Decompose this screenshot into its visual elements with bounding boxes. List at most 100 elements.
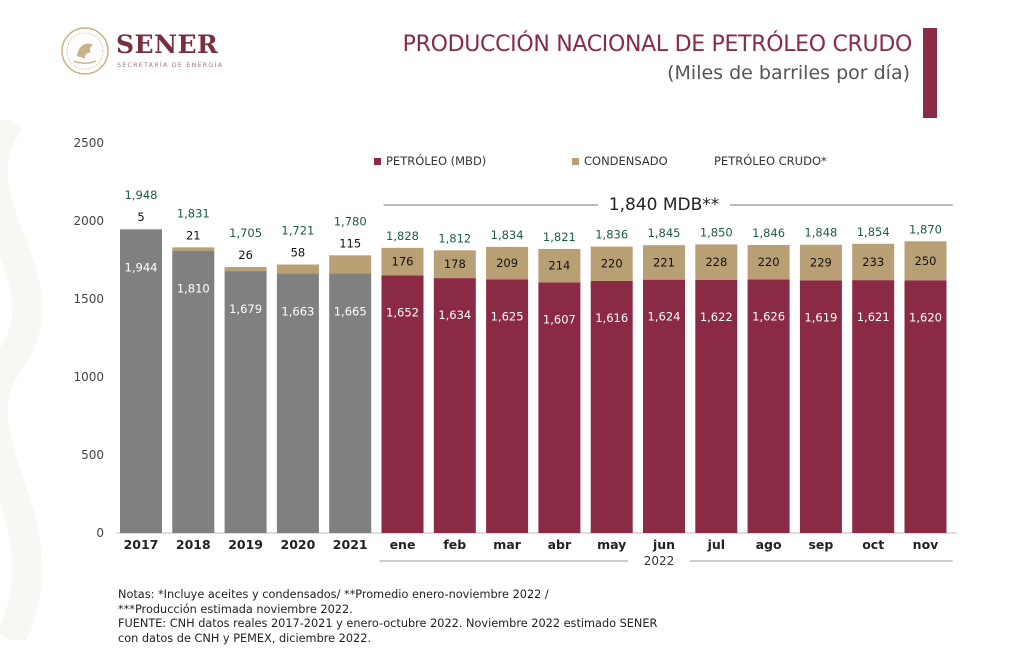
bar-label-petroleo: 1,624 [648, 310, 681, 324]
background-watermark [0, 120, 43, 640]
bar-petroleo [486, 279, 529, 533]
bar-label-condensado: 228 [705, 255, 727, 269]
note-line: ***Producción estimada noviembre 2022. [118, 602, 353, 616]
bar-label-total: 1,870 [909, 222, 942, 236]
bar-label-petroleo: 1,634 [438, 308, 471, 322]
chart-title: PRODUCCIÓN NACIONAL DE PETRÓLEO CRUDO [402, 32, 913, 57]
bar-condensado [120, 228, 162, 230]
accent-bar [923, 28, 937, 118]
bar-label-total: 1,948 [125, 188, 158, 202]
bar-label-petroleo: 1,944 [125, 261, 158, 275]
bar-label-condensado: 214 [548, 259, 570, 273]
x-tick-label: ene [390, 537, 416, 552]
x-tick-label: 2021 [333, 537, 368, 552]
bar-label-condensado: 21 [186, 228, 201, 242]
bar-condensado [172, 247, 215, 251]
logo-name: SENER [116, 30, 219, 59]
bar-petroleo [120, 229, 162, 533]
bar-petroleo [381, 275, 424, 533]
bar-label-condensado: 5 [137, 210, 144, 224]
bar-petroleo [852, 280, 895, 533]
legend-label-condensado: CONDENSADO [584, 154, 668, 168]
chart-subtitle: (Miles de barriles por día) [667, 62, 910, 84]
x-tick-label: 2020 [281, 537, 316, 552]
bar-label-petroleo: 1,663 [281, 305, 314, 319]
note-line: FUENTE: CNH datos reales 2017-2021 y ene… [118, 617, 658, 631]
x-tick-label: jun [652, 537, 675, 552]
bar-condensado [486, 246, 529, 280]
bar-label-total: 1,848 [804, 226, 837, 240]
bar-label-condensado: 209 [496, 256, 518, 270]
x-tick-label: mar [493, 537, 521, 552]
logo-subtitle: SECRETARÍA DE ENERGÍA [117, 61, 224, 69]
bar-condensado [381, 247, 424, 276]
bar-petroleo [172, 250, 215, 533]
y-tick-label: 1000 [73, 370, 104, 384]
bar-label-petroleo: 1,652 [386, 305, 419, 319]
bar-label-condensado: 58 [291, 246, 306, 260]
bar-petroleo [538, 282, 581, 533]
bar-condensado [276, 264, 319, 274]
bar-label-total: 1,831 [177, 206, 210, 220]
bar-petroleo [643, 279, 685, 533]
bar-label-condensado: 220 [601, 257, 623, 271]
bar-label-condensado: 233 [862, 255, 884, 269]
note-line: con datos de CNH y PEMEX, diciembre 2022… [118, 631, 372, 645]
x-tick-label: nov [913, 537, 939, 552]
x-tick-label: may [597, 537, 626, 552]
legend-label-total: PETRÓLEO CRUDO* [714, 153, 827, 168]
average-annotation: 1,840 MDB** [609, 195, 720, 215]
bar-condensado [643, 245, 685, 280]
bar-label-petroleo: 1,620 [909, 310, 942, 324]
bar-label-total: 1,721 [281, 224, 314, 238]
bar-condensado [329, 255, 372, 274]
bar-condensado [852, 243, 895, 281]
bar-label-total: 1,705 [229, 226, 262, 240]
bar-label-total: 1,846 [752, 226, 785, 240]
national-seal-icon [61, 27, 109, 75]
bar-label-petroleo: 1,622 [700, 310, 733, 324]
bar-label-total: 1,821 [543, 230, 576, 244]
x-tick-label: jul [707, 537, 725, 552]
x-tick-label: feb [443, 537, 466, 552]
bar-petroleo [276, 273, 319, 533]
bar-label-petroleo: 1,625 [491, 310, 524, 324]
bar-label-petroleo: 1,619 [804, 310, 837, 324]
bar-label-petroleo: 1,679 [229, 302, 262, 316]
x-tick-label: 2019 [228, 537, 263, 552]
bar-condensado [747, 245, 790, 280]
bar-petroleo [224, 271, 267, 533]
bar-label-condensado: 220 [758, 255, 780, 269]
y-tick-label: 2500 [73, 136, 104, 150]
bar-label-condensado: 221 [653, 255, 675, 269]
legend-swatch-condensado [572, 158, 579, 165]
bar-label-condensado: 26 [238, 248, 253, 262]
legend-label-petroleo: PETRÓLEO (MBD) [386, 153, 486, 168]
bar-condensado [904, 241, 947, 281]
x-tick-label: abr [548, 537, 572, 552]
note-line: Notas: *Incluye aceites y condensados/ *… [118, 588, 549, 601]
bar-petroleo [590, 280, 633, 533]
bar-label-petroleo: 1,607 [543, 312, 576, 326]
bar-petroleo [433, 278, 476, 533]
bar-label-petroleo: 1,665 [334, 304, 367, 318]
bar-petroleo [695, 279, 738, 533]
bar-petroleo [799, 280, 842, 533]
sener-logo: SENER SECRETARÍA DE ENERGÍA [60, 26, 230, 82]
bar-label-total: 1,836 [595, 228, 628, 242]
bar-condensado [695, 244, 738, 280]
group-label-2022: 2022 [644, 554, 675, 568]
x-tick-label: sep [808, 537, 833, 552]
bar-label-total: 1,854 [857, 225, 890, 239]
bar-petroleo [904, 280, 947, 533]
bar-label-total: 1,828 [386, 229, 419, 243]
bar-label-total: 1,834 [491, 228, 524, 242]
bar-label-condensado: 250 [915, 254, 937, 268]
bar-label-condensado: 176 [392, 255, 414, 269]
bar-condensado [538, 248, 581, 283]
bar-condensado [433, 250, 476, 279]
bar-petroleo [329, 273, 372, 533]
bar-condensado [799, 244, 842, 281]
x-tick-label: 2017 [124, 537, 159, 552]
